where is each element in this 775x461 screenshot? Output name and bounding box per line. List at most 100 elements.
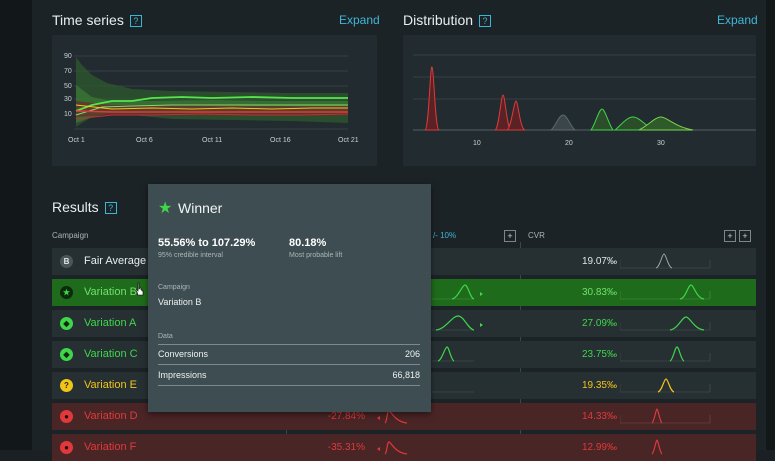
x-tick: Oct 1 [68, 137, 85, 144]
series-line-red [75, 110, 348, 113]
cvr-value: 27.09‰ [581, 318, 617, 329]
loser-icon: ● [60, 410, 73, 423]
peak-variation-c [589, 108, 615, 131]
popover-title: Winner [178, 200, 223, 216]
cvr-value: 14.33‰ [581, 411, 617, 422]
winner-popover: ★ Winner 55.56% to 107.29% 95% credible … [148, 184, 431, 412]
lift-distribution [377, 441, 408, 455]
x-tick: Oct 21 [338, 137, 359, 144]
time-series-title: Time series? [52, 12, 142, 28]
x-tick: Oct 11 [202, 137, 222, 144]
cvr-distribution [620, 408, 711, 424]
cvr-distribution [651, 439, 663, 455]
series-line-red-dark [75, 113, 349, 120]
expand-cvr-button[interactable]: + [724, 230, 736, 242]
green-band [76, 57, 348, 127]
question-icon: ? [60, 379, 73, 392]
cvr-value: 19.07‰ [581, 256, 617, 267]
campaign-name: Variation B [84, 286, 137, 298]
conversions-value: 206 [404, 349, 420, 359]
cvr-distribution [620, 253, 711, 269]
peak-variation-b [638, 116, 694, 131]
x-tick: 30 [657, 140, 665, 147]
x-tick: 10 [473, 140, 481, 147]
y-tick: 30 [64, 96, 72, 103]
x-tick: Oct 6 [136, 137, 153, 144]
distribution-chart: 10 20 30 [413, 54, 766, 147]
peak-variation-d-2 [506, 100, 526, 131]
x-tick: 20 [565, 140, 573, 147]
distribution-title-text: Distribution [403, 12, 474, 28]
time-series-chart: 90 70 50 30 10 Oct 1 Oct 6 Oct 11 Oct 16… [64, 53, 359, 144]
series-line-yellow [75, 104, 348, 110]
divider [158, 344, 420, 345]
divider [158, 385, 420, 386]
y-tick: 70 [64, 68, 72, 75]
most-probable-lift-label: Most probable lift [289, 252, 343, 259]
credible-interval-label: 95% credible interval [158, 252, 223, 259]
campaign-name: Variation A [84, 317, 137, 329]
results-title-text: Results [52, 199, 99, 215]
star-icon: ★ [60, 286, 73, 299]
cvr-value: 23.75‰ [581, 349, 617, 360]
results-title: Results? [52, 199, 117, 215]
campaign-value: Variation B [158, 297, 202, 307]
distribution-title: Distribution? [403, 12, 492, 28]
cvr-value: 30.83‰ [581, 287, 617, 298]
lift-value: -35.31% [327, 442, 365, 453]
cvr-distribution [620, 378, 711, 393]
loser-icon: ● [60, 441, 73, 454]
lift-distribution [432, 284, 483, 300]
series-line-green-light [75, 104, 348, 116]
divider [158, 364, 420, 365]
campaign-name: Variation F [84, 441, 137, 453]
lift-value: -27.84% [327, 411, 365, 422]
impressions-label: Impressions [158, 370, 207, 380]
help-icon[interactable]: ? [104, 202, 117, 214]
series-line-green [75, 96, 348, 112]
mouse-cursor-icon [135, 282, 144, 296]
peak-variation-f [424, 66, 440, 131]
scrollbar-track[interactable] [766, 0, 775, 450]
cvr-distribution [620, 284, 711, 300]
cvr-distribution [620, 316, 711, 331]
baseline-badge-icon: B [60, 255, 73, 268]
campaign-label: Campaign [158, 284, 190, 291]
column-header-lift[interactable]: /- 10% [433, 231, 457, 240]
impressions-value: 66,818 [392, 370, 420, 380]
lift-distribution [432, 315, 483, 331]
green-band-inner [76, 85, 348, 123]
star-icon: ★ [158, 200, 173, 217]
expand-lift-button[interactable]: + [504, 230, 516, 242]
lift-distribution [432, 391, 474, 393]
credible-interval-value: 55.56% to 107.29% [158, 237, 256, 249]
distribution-expand-link[interactable]: Expand [717, 13, 758, 27]
diamond-icon: ◆ [60, 317, 73, 330]
add-column-button[interactable]: + [739, 230, 751, 242]
time-series-panel: 90 70 50 30 10 Oct 1 Oct 6 Oct 11 Oct 16… [52, 35, 377, 166]
y-tick: 50 [64, 83, 72, 90]
peak-variation-d [494, 94, 512, 131]
campaign-name: Fair Average [84, 255, 147, 267]
peak-fair-average [549, 114, 577, 131]
cvr-distribution [620, 346, 711, 362]
lift-distribution [432, 346, 474, 362]
column-header-cvr[interactable]: CVR [528, 231, 545, 240]
campaign-name: Variation E [84, 379, 137, 391]
time-series-title-text: Time series [52, 12, 124, 28]
campaign-name: Variation C [84, 348, 138, 360]
most-probable-lift-value: 80.18% [289, 237, 327, 249]
conversions-label: Conversions [158, 349, 209, 359]
campaign-name: Variation D [84, 410, 138, 422]
data-label: Data [158, 333, 173, 340]
left-gutter [0, 0, 32, 450]
diamond-icon: ◆ [60, 348, 73, 361]
x-tick: Oct 16 [270, 137, 291, 144]
time-series-expand-link[interactable]: Expand [339, 13, 380, 27]
column-header-campaign[interactable]: Campaign [52, 231, 89, 240]
y-tick: 90 [64, 53, 72, 60]
table-row[interactable]: ● Variation F -35.31% 12.99‰ [52, 434, 756, 461]
help-icon[interactable]: ? [479, 15, 492, 27]
help-icon[interactable]: ? [129, 15, 142, 27]
y-tick: 10 [64, 111, 72, 118]
